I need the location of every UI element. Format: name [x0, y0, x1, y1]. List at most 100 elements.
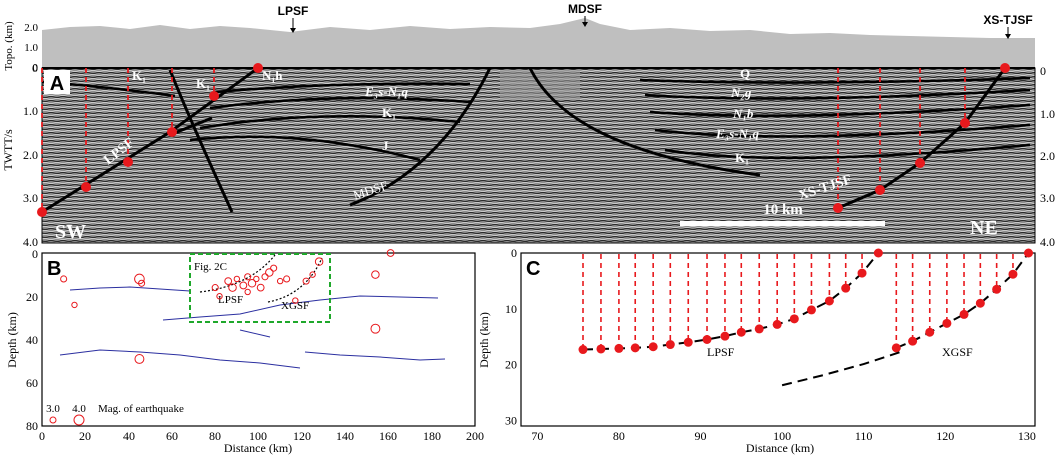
legend-large-label: 4.0: [72, 403, 86, 415]
pick-dot: [833, 203, 843, 213]
left-tick: 4.0: [23, 235, 38, 249]
legend-circle-large: [73, 414, 85, 426]
series-point: [665, 340, 675, 350]
boundary-line: [59, 349, 301, 369]
top-arrowhead-mdsf: [582, 22, 588, 27]
twtt-right-ticks: 0 1.0 2.0 3.0 4.0: [1040, 64, 1055, 249]
panel-b-boundaries: [59, 286, 446, 369]
unit-es-n1q-right: E₃s-N₁q: [715, 126, 760, 141]
scale-bar-label: 10 km: [763, 202, 803, 218]
y-tick: 40: [26, 333, 38, 347]
left-tick: 1.0: [23, 104, 38, 118]
unit-n2g: N₂g: [730, 85, 752, 100]
x-tick: 100: [773, 429, 791, 443]
lpsf-trace-b: [199, 254, 276, 293]
panel-b-y-ticks: 0 20 40 60 80: [26, 247, 38, 433]
x-tick: 80: [209, 429, 221, 443]
earthquake-point: [60, 275, 68, 283]
picks-verticals: [41, 68, 966, 212]
series-point: [630, 343, 640, 353]
panel-c-frame: [520, 252, 1036, 427]
series-point: [702, 335, 712, 344]
fault-splay: [171, 116, 213, 136]
horizon: [664, 143, 1031, 160]
pick-dot: [167, 127, 177, 137]
unit-labels: K₁ K₁ N₁h E₃s-N₁q K₁ J Q N₂g N₁b E₃s-N₁q…: [132, 66, 760, 165]
series-line-xgsf: [895, 252, 1030, 349]
panel-b-frame: [41, 252, 476, 427]
twtt-axis-title: TWTT/s: [1, 129, 15, 171]
earthquake-point: [134, 273, 145, 285]
panel-c-series: [578, 248, 1033, 387]
series-point: [683, 337, 693, 347]
earthquake-point: [292, 297, 299, 304]
panel-b: B Depth (km) Distance (km) 0 20 40 60 80…: [5, 247, 484, 455]
boundary-line: [239, 329, 271, 338]
y-tick: 60: [26, 376, 38, 390]
unit-j: J: [382, 138, 389, 153]
x-tick: 0: [39, 429, 45, 443]
xgsf-trace-b: [267, 257, 323, 303]
panel-c-x-title: Distance (km): [746, 441, 814, 455]
topo-axis-title: Topo. (km): [3, 21, 15, 71]
x-tick: 140: [336, 429, 354, 443]
topo-tick-1: 1.0: [24, 42, 38, 54]
unit-es-n1q-left: E₃s-N₁q: [364, 84, 409, 99]
topo-tick-0: 0: [33, 62, 39, 74]
x-tick: 60: [166, 429, 178, 443]
horizon: [639, 76, 1031, 84]
series-point: [925, 327, 935, 337]
label-ne: NE: [970, 217, 998, 239]
earthquake-point: [244, 288, 251, 296]
series-point: [992, 284, 1002, 294]
inset-label: Fig. 2C: [194, 261, 227, 273]
series-point: [736, 327, 746, 337]
horizon: [199, 114, 461, 130]
series-point: [908, 336, 918, 346]
series-point: [824, 296, 834, 306]
horizon: [209, 96, 471, 110]
pick-dot: [915, 158, 925, 168]
boundary-line: [304, 351, 446, 361]
series-point: [1008, 269, 1018, 279]
series-point: [578, 345, 588, 355]
topo-tick-2: 2.0: [24, 22, 38, 34]
unit-k1-right: K₁: [735, 150, 749, 165]
earthquake-point: [216, 293, 223, 300]
x-tick: 40: [123, 429, 135, 443]
unit-k1a: K₁: [132, 68, 146, 83]
legend-title: Mag. of earthquake: [98, 403, 184, 415]
y-tick: 30: [505, 413, 517, 427]
series-point: [942, 318, 952, 328]
pick-dot: [209, 91, 219, 101]
y-tick: 20: [505, 358, 517, 372]
twtt-left-ticks: 0 1.0 2.0 3.0 4.0: [23, 61, 38, 249]
x-tick: 100: [249, 429, 267, 443]
series-point: [614, 343, 624, 353]
series-point: [959, 309, 969, 319]
earthquake-point: [314, 257, 324, 266]
x-tick: 70: [531, 429, 543, 443]
panel-c: C Depth (km) Distance (km) 0 10 20 30 70…: [477, 246, 1036, 455]
topography-profile: [42, 18, 1035, 68]
series-point: [772, 319, 782, 329]
picks-dots: [37, 63, 1010, 217]
panel-a: LPSF MDSF XS-TJSF Topo. (km) 2.0 1.0 0 T…: [1, 2, 1055, 249]
pick-dot: [875, 185, 885, 195]
x-tick: 180: [423, 429, 441, 443]
xgsf-label-c: XGSF: [942, 345, 973, 359]
y-tick: 10: [505, 302, 517, 316]
horizon: [649, 103, 1031, 117]
x-tick: 80: [613, 429, 625, 443]
y-tick: 0: [511, 246, 517, 260]
earthquake-point: [256, 283, 265, 292]
earthquake-point: [276, 277, 284, 285]
earthquake-point: [253, 275, 260, 283]
panel-b-label: B: [47, 258, 61, 280]
boundary-line: [69, 286, 191, 292]
top-arrowhead-xstjsf: [1005, 34, 1011, 39]
unit-n1b: N₁b: [732, 106, 754, 121]
y-tick: 0: [32, 247, 38, 261]
series-point: [975, 298, 985, 308]
